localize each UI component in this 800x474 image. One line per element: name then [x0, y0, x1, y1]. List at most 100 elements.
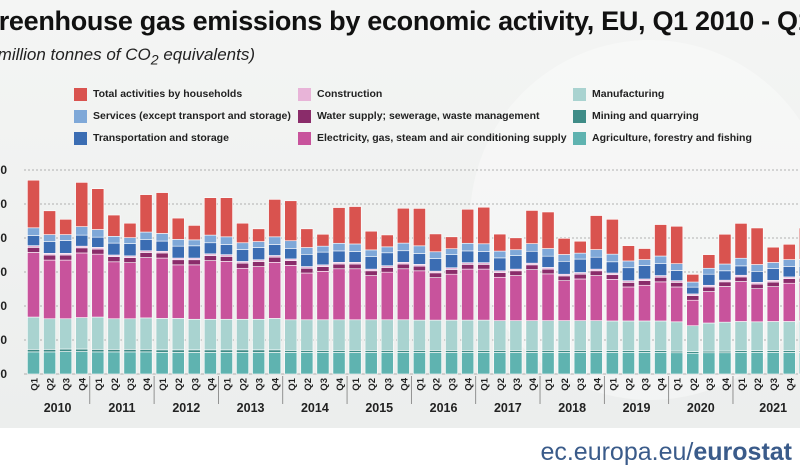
bar-segment [203, 260, 217, 320]
bar-segment [27, 316, 40, 350]
legend-label: Total activities by households [93, 88, 243, 100]
bar-segment [220, 349, 233, 353]
bar-segment [236, 349, 249, 353]
bar-segment [718, 321, 732, 352]
bar-segment [316, 251, 330, 266]
bar-segment [187, 352, 201, 375]
legend-item: Transportation and storage [74, 130, 229, 146]
x-tick-label: Q4 [335, 377, 346, 390]
x-tick-label: Q1 [415, 377, 426, 390]
bar-segment [252, 241, 266, 248]
bar-segment [605, 279, 619, 322]
year-label: 2014 [301, 401, 329, 415]
bar-segment [573, 273, 587, 280]
bar-segment [364, 350, 378, 353]
bar-segment [670, 225, 684, 264]
bar-segment [139, 239, 153, 252]
bar-segment [75, 252, 89, 318]
bar-segment [718, 233, 732, 265]
bar-segment [284, 260, 298, 266]
x-tick-label: Q4 [271, 377, 282, 390]
bar-segment [268, 262, 282, 319]
bar-segment [750, 271, 764, 283]
bar-segment [284, 352, 298, 375]
bar-segment [622, 286, 635, 322]
bar-segment [413, 352, 426, 375]
bar-segment [541, 255, 555, 268]
bar-segment [364, 275, 378, 321]
bar-segment [155, 352, 169, 375]
bar-segment [734, 352, 748, 375]
bar-segment [220, 318, 233, 351]
bar-segment [139, 317, 153, 350]
bar-segment [107, 236, 121, 244]
bar-segment [284, 319, 298, 351]
x-tick-label: Q4 [142, 377, 153, 390]
bar-segment [332, 350, 346, 353]
x-tick-label: Q3 [512, 378, 523, 391]
bar-segment [525, 264, 539, 270]
bar-segment [445, 269, 458, 275]
bar-segment [252, 349, 266, 353]
bar-segment [203, 242, 217, 255]
x-tick-label: Q3 [576, 378, 587, 391]
x-tick-label: Q2 [560, 378, 571, 391]
x-tick-label: Q3 [769, 378, 780, 391]
bar-segment [107, 349, 121, 353]
bar-segment [605, 352, 619, 375]
bar-segment [638, 352, 651, 375]
bar-segment [332, 319, 346, 351]
bar-segment [171, 259, 185, 266]
bar-segment [782, 243, 796, 260]
bar-segment [396, 268, 410, 321]
bar-segment [300, 272, 314, 321]
bar-segment [252, 261, 266, 267]
bar-segment [187, 259, 201, 266]
x-tick-label: Q1 [544, 377, 555, 390]
bar-segment [91, 349, 105, 353]
bar-segment [59, 219, 73, 235]
bar-segment [268, 349, 282, 353]
bar-segment [750, 227, 764, 265]
bar-segment [171, 217, 185, 240]
bar-segment [702, 352, 716, 375]
bar-segment [413, 319, 426, 351]
bar-segment [187, 318, 201, 351]
bar-segment [284, 350, 298, 353]
bar-segment [300, 350, 314, 353]
bar-segment [107, 318, 121, 350]
bar-segment [348, 319, 362, 351]
bar-segment [364, 270, 378, 276]
bar-segment [139, 194, 153, 233]
y-tick-label: 0 [0, 367, 7, 381]
x-tick-label: Q1 [30, 377, 41, 390]
bar-segment [493, 352, 507, 375]
bar-segment [187, 225, 201, 241]
bar-segment [477, 206, 491, 245]
bar-segment [155, 233, 169, 242]
bar-segment [203, 349, 217, 353]
x-tick-label: Q4 [657, 377, 668, 390]
x-tick-label: Q3 [641, 378, 652, 391]
bar-segment [59, 254, 73, 261]
bar-segment [782, 352, 796, 375]
x-tick-label: Q2 [689, 378, 700, 391]
year-label: 2018 [558, 401, 586, 415]
bar-segment [622, 282, 635, 288]
x-tick-label: Q2 [432, 378, 443, 391]
bar-segment [43, 234, 56, 242]
source-link[interactable]: ec.europa.eu/eurostat [540, 438, 792, 467]
bar-segment [605, 219, 619, 255]
legend-item: Electricity, gas, steam and air conditio… [298, 130, 567, 146]
y-tick-label: 200 [0, 333, 7, 347]
bar-segment [171, 318, 185, 351]
x-tick-label: Q4 [399, 377, 410, 390]
bar-segment [638, 265, 651, 280]
x-tick-label: Q1 [351, 377, 362, 390]
bar-segment [139, 231, 153, 241]
bar-segment [268, 352, 282, 375]
legend-label: Services (except transport and storage) [93, 110, 291, 122]
bar-segment [461, 268, 475, 321]
bar-segment [477, 319, 491, 351]
bar-segment [477, 264, 491, 270]
